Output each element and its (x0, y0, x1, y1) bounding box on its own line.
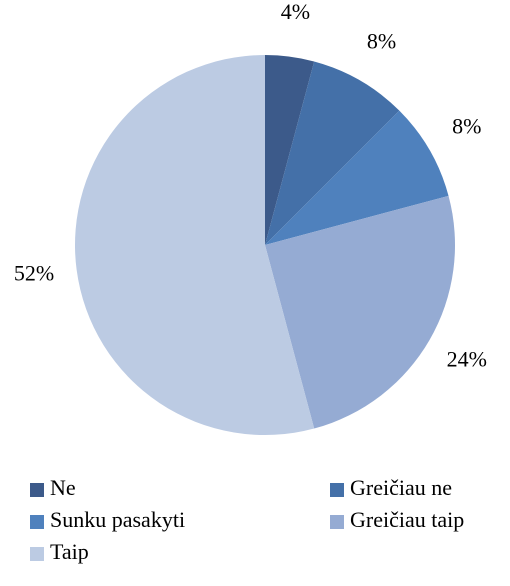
legend-label: Greičiau taip (350, 507, 464, 532)
data-label: 52% (14, 260, 54, 285)
legend-swatch (30, 547, 44, 561)
legend-label: Ne (50, 475, 76, 500)
legend-swatch (30, 483, 44, 497)
legend-label: Sunku pasakyti (50, 507, 185, 532)
data-label: 8% (452, 114, 481, 139)
legend-swatch (330, 515, 344, 529)
legend-swatch (330, 483, 344, 497)
pie-slice (265, 55, 315, 245)
legend-swatch (30, 515, 44, 529)
data-label: 24% (447, 347, 487, 372)
data-label: 4% (281, 0, 310, 24)
pie-slice (75, 55, 315, 435)
data-label: 8% (367, 28, 396, 53)
legend-label: Greičiau ne (350, 475, 452, 500)
pie-slice (265, 195, 455, 429)
legend-label: Taip (50, 539, 89, 564)
pie-slice (265, 110, 449, 245)
pie-slice (265, 61, 400, 246)
